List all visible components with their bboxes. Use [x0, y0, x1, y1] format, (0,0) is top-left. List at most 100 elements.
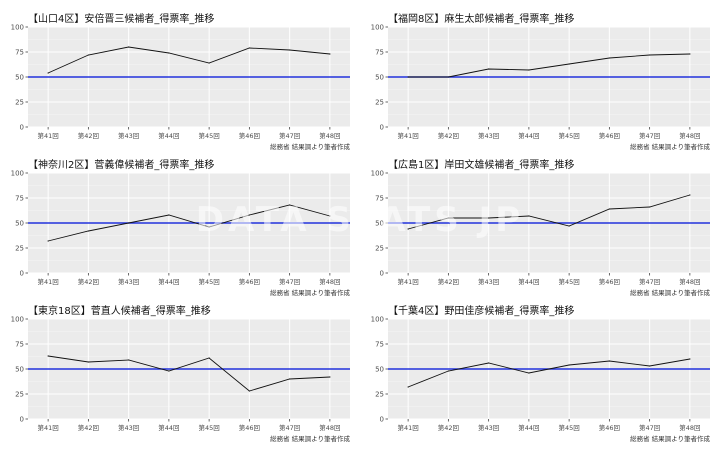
x-tick-label: 第46回: [239, 277, 260, 286]
data-point: [649, 206, 651, 208]
x-tick-label: 第44回: [518, 277, 539, 286]
x-tick-label: 第41回: [37, 277, 58, 286]
x-tick-label: 第47回: [279, 423, 300, 432]
x-tick-label: 第46回: [599, 423, 620, 432]
source-note: 総務省 結果調より筆者作成: [630, 143, 710, 151]
data-point: [689, 194, 691, 196]
series-line: [47, 46, 330, 74]
x-tick-label: 第46回: [239, 131, 260, 140]
y-tick-label: 100: [11, 24, 24, 32]
x-tick-label: 第44回: [158, 277, 179, 286]
chart-svg: 0 25 50 75 100 第41回 第42回 第43回 第44回 第45回 第46回 第47回 第4…: [371, 316, 710, 432]
chart-title: 【東京18区】菅直人候補者_得票率_推移: [28, 306, 211, 317]
x-tick-label: 第43回: [478, 131, 499, 140]
x-tick-label: 第43回: [118, 131, 139, 140]
series-line: [407, 358, 690, 388]
chart-svg: 0 25 50 75 100 第41回 第42回 第43回 第44回 第45回 第46回 第47回 第4…: [11, 170, 350, 286]
y-tick-label: 50: [375, 74, 384, 82]
data-point: [649, 365, 651, 367]
data-point: [488, 68, 490, 70]
data-point: [208, 226, 210, 228]
x-tick-label: 第47回: [639, 423, 660, 432]
chart-svg: 0 25 50 75 100 第41回 第42回 第43回 第44回 第45回 第46回 第47回 第4…: [11, 316, 350, 432]
data-point: [248, 47, 250, 49]
x-tick-label: 第46回: [599, 131, 620, 140]
data-point: [47, 240, 49, 242]
x-tick-label: 第48回: [679, 277, 700, 286]
x-tick-label: 第48回: [319, 423, 340, 432]
x-tick-label: 第45回: [198, 277, 219, 286]
data-point: [289, 204, 291, 206]
data-point: [47, 72, 49, 74]
y-tick-label: 50: [15, 220, 24, 228]
x-tick-label: 第41回: [397, 423, 418, 432]
x-tick-label: 第42回: [78, 277, 99, 286]
x-tick-label: 第43回: [118, 277, 139, 286]
x-tick-label: 第44回: [158, 423, 179, 432]
data-point: [87, 361, 89, 363]
data-point: [689, 358, 691, 360]
source-note: 総務省 結果調より筆者作成: [630, 435, 710, 443]
data-point: [168, 52, 170, 54]
chart-title: 【福岡8区】麻生太郎候補者_得票率_推移: [388, 14, 575, 25]
x-tick-label: 第48回: [319, 131, 340, 140]
source-note: 総務省 結果調より筆者作成: [630, 289, 710, 297]
x-tick-label: 第42回: [438, 131, 459, 140]
chart-svg: 0 25 50 75 100 第41回 第42回 第43回 第44回 第45回 第46回 第47回 第4…: [371, 24, 710, 140]
chart-panel: 【神奈川2区】菅義偉候補者_得票率_推移 総務省 結果調より筆者作成 0 25 50 75…: [0, 146, 360, 297]
y-tick-label: 100: [371, 316, 384, 324]
series-line: [47, 204, 331, 242]
x-tick-label: 第45回: [198, 131, 219, 140]
chart-svg: 0 25 50 75 100 第41回 第42回 第43回 第44回 第45回 第46回 第47回 第4…: [11, 24, 350, 140]
data-point: [248, 390, 250, 392]
x-tick-label: 第48回: [679, 131, 700, 140]
chart-title: 【千葉4区】野田佳彦候補者_得票率_推移: [388, 306, 575, 317]
x-tick-label: 第42回: [438, 277, 459, 286]
y-tick-label: 25: [375, 391, 384, 399]
data-point: [407, 228, 409, 230]
y-tick-label: 75: [375, 49, 384, 57]
y-tick-label: 0: [20, 416, 24, 424]
y-tick-label: 100: [371, 24, 384, 32]
x-tick-label: 第46回: [239, 423, 260, 432]
data-point: [329, 215, 331, 217]
x-tick-label: 第43回: [478, 277, 499, 286]
x-tick-label: 第43回: [118, 423, 139, 432]
data-point: [289, 378, 291, 380]
x-tick-label: 第45回: [558, 423, 579, 432]
source-note: 総務省 結果調より筆者作成: [270, 289, 350, 297]
data-point: [329, 53, 331, 55]
data-point: [289, 49, 291, 51]
y-tick-label: 25: [375, 245, 384, 253]
series-line: [408, 53, 690, 78]
y-tick-label: 75: [375, 195, 384, 203]
x-tick-label: 第47回: [639, 131, 660, 140]
y-tick-label: 0: [380, 416, 384, 424]
y-tick-label: 75: [15, 195, 24, 203]
x-tick-label: 第42回: [78, 131, 99, 140]
x-tick-label: 第47回: [279, 277, 300, 286]
data-point: [649, 54, 651, 56]
chart-panel: 【山口4区】安倍晋三候補者_得票率_推移 総務省 結果調より筆者作成 0 25 50 75…: [0, 0, 360, 151]
source-note: 総務省 結果調より筆者作成: [270, 143, 350, 151]
y-tick-label: 25: [15, 245, 24, 253]
data-point: [128, 359, 130, 361]
x-tick-label: 第47回: [279, 131, 300, 140]
x-tick-label: 第47回: [639, 277, 660, 286]
data-point: [568, 364, 570, 366]
y-tick-label: 100: [11, 170, 24, 178]
chart-title: 【広島1区】岸田文雄候補者_得票率_推移: [388, 160, 575, 171]
x-tick-label: 第46回: [599, 277, 620, 286]
series-line: [48, 355, 330, 392]
x-tick-label: 第42回: [438, 423, 459, 432]
y-tick-label: 50: [15, 74, 24, 82]
data-point: [407, 386, 409, 388]
data-point: [447, 217, 449, 219]
data-point: [329, 376, 331, 378]
data-point: [608, 208, 610, 210]
y-tick-label: 100: [371, 170, 384, 178]
chart-title: 【山口4区】安倍晋三候補者_得票率_推移: [28, 14, 215, 25]
y-tick-label: 0: [380, 270, 384, 278]
data-point: [168, 370, 170, 372]
x-tick-label: 第41回: [397, 131, 418, 140]
